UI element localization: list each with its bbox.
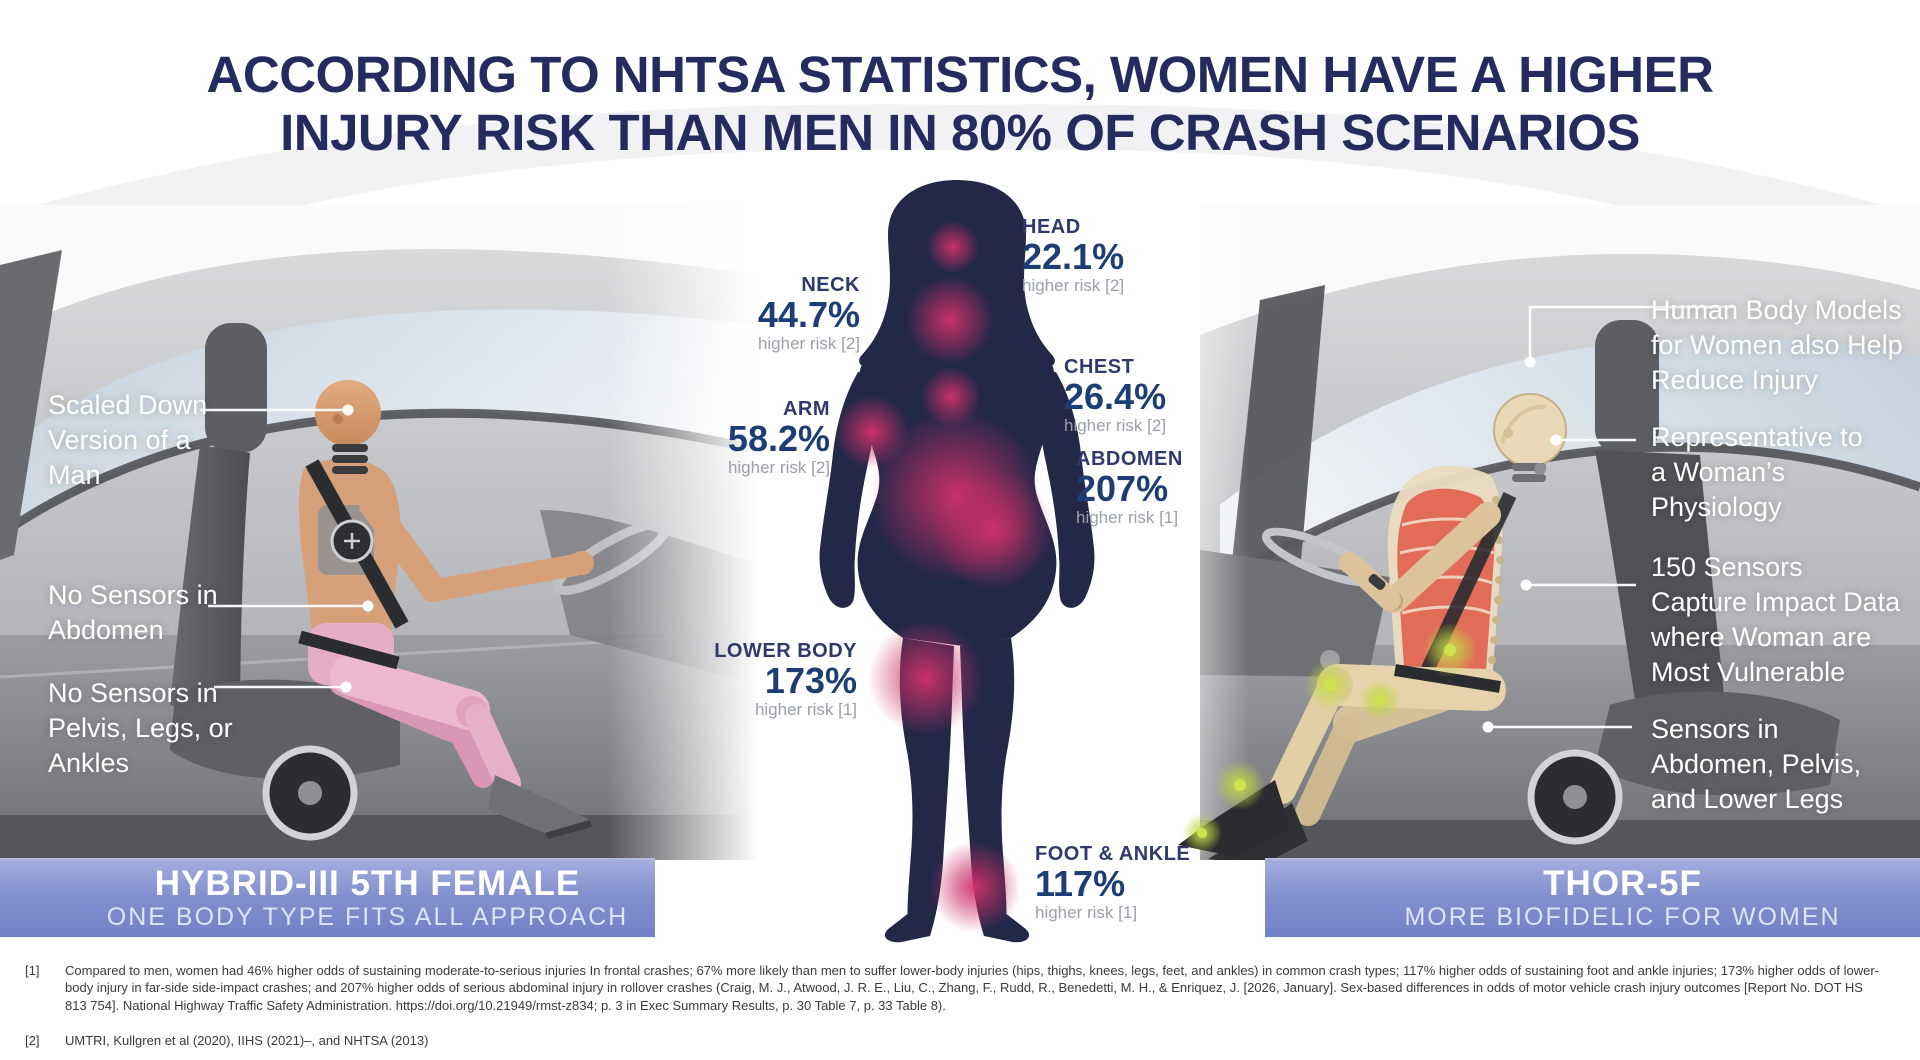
steering-wheel [553, 518, 671, 596]
car-roof [1200, 205, 1920, 335]
car-window [0, 309, 760, 535]
footnote-2: [2] UMTRI, Kullgren et al (2020), IIHS (… [25, 1032, 1425, 1049]
footnote-text: Compared to men, women had 46% higher od… [65, 963, 1879, 1013]
stat-part-label: ABDOMEN [1076, 448, 1183, 470]
footnote-text: UMTRI, Kullgren et al (2020), IIHS (2021… [65, 1033, 429, 1048]
stat-part-label: ARM [782, 398, 830, 420]
right-scene-background [1200, 205, 1920, 860]
stat-chest: CHEST 26.4% higher risk [2] [1064, 356, 1166, 436]
stat-head: HEAD 22.1% higher risk [2] [1022, 216, 1124, 296]
dummy-spine [1488, 496, 1504, 664]
seat-headrest [1595, 320, 1659, 455]
footnote-1: [1] Compared to men, women had 46% highe… [25, 962, 1883, 1014]
callout-human-body-models: Human Body Models for Women also Help Re… [1651, 295, 1903, 396]
footnote-marker: [2] [25, 1033, 40, 1048]
stat-value: 207% [1076, 468, 1169, 509]
stat-note: higher risk [2] [757, 333, 860, 353]
seat-cushion [170, 679, 400, 780]
silhouette-right-arm [1033, 372, 1095, 608]
stat-arm: ARM 58.2% higher risk [2] [630, 398, 830, 478]
stat-part-label: FOOT & ANKLE [1035, 843, 1191, 865]
stat-note: higher risk [1] [754, 699, 857, 719]
page-title: ACCORDING TO NHTSA STATISTICS, WOMEN HAV… [206, 46, 1714, 161]
stat-value: 44.7% [757, 294, 860, 335]
banner-subtitle: ONE BODY TYPE FITS ALL APPROACH [106, 903, 629, 932]
footnote-marker: [1] [25, 963, 40, 978]
silhouette-right-leg [960, 638, 1030, 943]
dummy-thigh [1317, 664, 1506, 711]
dummy-shin [465, 704, 521, 796]
banner-title: THOR-5F [1543, 863, 1702, 903]
stat-neck: NECK 44.7% higher risk [2] [660, 274, 860, 354]
callout-representative: Representative to a Woman’s Physiology [1651, 422, 1863, 523]
seat-cushion [1595, 691, 1840, 796]
callout-150-sensors: 150 Sensors Capture Impact Data where Wo… [1651, 552, 1901, 688]
dummy-forearm [421, 554, 586, 602]
callout-no-sensors-pelvis: No Sensors in Pelvis, Legs, or Ankles [48, 678, 233, 779]
window-trim [1217, 442, 1920, 589]
banner-hybrid3: HYBRID-III 5TH FEMALE ONE BODY TYPE FITS… [0, 858, 655, 937]
stat-value: 173% [764, 660, 857, 701]
stat-note: higher risk [2] [1064, 415, 1167, 435]
car-roof [0, 205, 760, 335]
callout-no-sensors-abdomen: No Sensors in Abdomen [48, 580, 218, 646]
banner-thor5f: THOR-5F MORE BIOFIDELIC FOR WOMEN [1265, 858, 1920, 937]
door-sill [0, 815, 760, 860]
stat-note: higher risk [2] [727, 457, 830, 477]
stat-note: higher risk [1] [1035, 902, 1138, 922]
left-scene-car-interior [0, 205, 760, 860]
stat-value: 26.4% [1064, 376, 1167, 417]
seat-back [170, 445, 250, 725]
seat-headrest [205, 323, 267, 453]
dummy-upper-arm [1382, 502, 1501, 613]
stat-value: 58.2% [727, 418, 830, 459]
stat-abdomen: ABDOMEN 207% higher risk [1] [1076, 448, 1183, 528]
callout-scaled-down: Scaled Down Version of a Man [48, 390, 208, 491]
stat-part-label: LOWER BODY [714, 640, 857, 662]
car-window [1220, 336, 1920, 585]
stat-foot-ankle: FOOT & ANKLE 117% higher risk [1] [1035, 843, 1190, 923]
a-pillar [0, 250, 62, 560]
dummy-thigh [330, 655, 490, 730]
sensor-glow-group [1182, 623, 1477, 853]
lap-belt [298, 630, 400, 670]
silhouette-torso [857, 333, 1057, 646]
dummy-head [315, 380, 381, 446]
stat-note: higher risk [2] [1022, 275, 1125, 295]
lap-belt [1394, 664, 1501, 693]
stat-note: higher risk [1] [1076, 507, 1179, 527]
stat-part-label: NECK [801, 274, 860, 296]
thor5f-dummy [1178, 393, 1567, 860]
dummy-upper-arm [359, 492, 445, 600]
callout-sensors-in-abdomen: Sensors in Abdomen, Pelvis, and Lower Le… [1651, 714, 1862, 815]
seat-back [1595, 450, 1725, 720]
banner-subtitle: MORE BIOFIDELIC FOR WOMEN [1404, 903, 1841, 932]
stat-value: 22.1% [1022, 236, 1125, 277]
stat-part-label: HEAD [1022, 216, 1081, 238]
silhouette-left-leg [884, 638, 954, 943]
stat-part-label: CHEST [1064, 356, 1135, 378]
stat-lower-body: LOWER BODY 173% higher risk [1] [657, 640, 857, 720]
hybrid3-dummy [298, 380, 594, 839]
banner-title: HYBRID-III 5TH FEMALE [154, 863, 581, 903]
right-scene-car-interior [1178, 205, 1920, 860]
dummy-shoe [488, 775, 590, 833]
stat-value: 117% [1035, 863, 1126, 904]
